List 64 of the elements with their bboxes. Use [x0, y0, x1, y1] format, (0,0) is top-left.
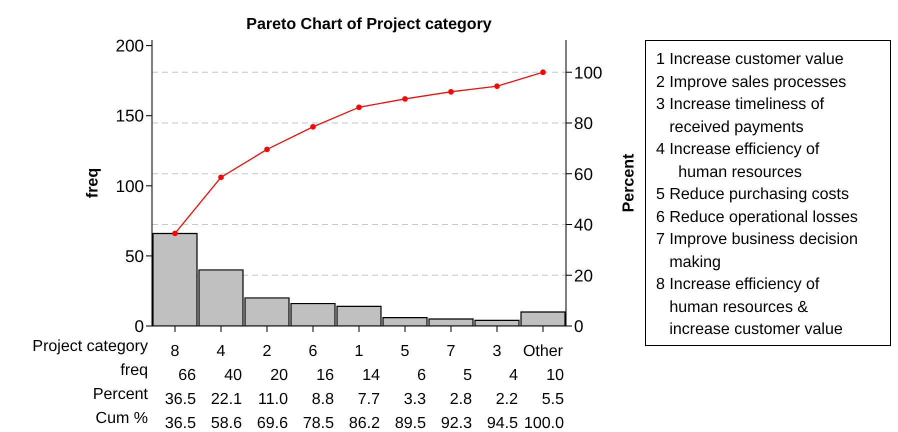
data-label: 14	[362, 367, 380, 384]
point	[402, 96, 408, 102]
point	[494, 83, 500, 89]
text: 8.8	[312, 391, 334, 408]
chart-title: Pareto Chart of Project category	[245, 16, 493, 34]
x-tick-label: 3	[492, 343, 502, 360]
data-label: 36.5	[164, 415, 196, 432]
point	[172, 230, 178, 236]
data-label: 58.6	[210, 415, 242, 432]
x-tick-label: 8	[170, 343, 180, 360]
x-tick-label: Other	[522, 343, 564, 360]
x-tick-label: 4	[216, 343, 226, 360]
y2-axis-title: Percent	[620, 152, 638, 212]
text: 11.0	[258, 391, 288, 408]
text: 2.8	[450, 391, 472, 408]
point	[218, 174, 224, 180]
x-tick-label: 5	[400, 343, 410, 360]
y-axis-title: freq	[84, 168, 102, 198]
text: 22.1	[210, 391, 242, 408]
point	[356, 104, 362, 110]
data-label: 89.5	[394, 415, 426, 432]
data-label: 78.5	[302, 415, 334, 432]
data-label: 16	[316, 367, 334, 384]
y2-tick-label: 100	[574, 63, 602, 82]
data-label: 100.0	[524, 415, 564, 432]
x-tick-label: 2	[262, 343, 272, 360]
data-label: 40	[224, 367, 242, 384]
point	[540, 69, 546, 76]
y-tick-label: 0	[134, 317, 144, 336]
text: Percent	[92, 386, 148, 404]
text: 2.2	[496, 391, 518, 408]
text: 36.5	[164, 391, 196, 408]
text: freq	[120, 362, 148, 380]
x-axis-title: Project category	[32, 338, 148, 356]
text: 3.3	[404, 391, 426, 408]
data-label: 86.2	[348, 415, 380, 432]
x-tick-label: 1	[354, 343, 364, 360]
text: 7.7	[358, 391, 380, 408]
data-label: 10	[546, 367, 564, 384]
text: 5.5	[542, 391, 564, 408]
data-label: 4	[509, 367, 518, 384]
y-tick-label: 150	[116, 106, 144, 126]
data-label: 66	[178, 367, 196, 384]
y2-tick-label: 60	[574, 164, 593, 184]
x-tick-label: 7	[446, 343, 456, 360]
y-tick-label: 50	[125, 246, 144, 266]
point	[448, 88, 454, 95]
data-label: 20	[270, 367, 288, 384]
y-tick-label: 200	[116, 36, 144, 56]
y2-tick-label: 40	[574, 216, 593, 235]
data-label: 92.3	[440, 415, 472, 432]
data-label: 5	[463, 367, 472, 384]
y-tick-label: 100	[116, 176, 144, 196]
data-label: 6	[417, 367, 426, 384]
point	[310, 124, 316, 130]
data-label: 69.6	[256, 415, 288, 432]
x-tick-label: 6	[308, 343, 318, 360]
text: Cum %	[96, 410, 148, 428]
point	[264, 146, 270, 152]
y2-tick-label: 0	[574, 317, 584, 336]
y2-tick-label: 20	[574, 266, 593, 286]
y2-tick-label: 80	[574, 114, 593, 134]
text: 1 Increase customer value 2 Improve sales processes 3 Increase timeliness of received payments 4 Increase efficiency of human resources 5 Reduce purchasing costs 6 Reduce operational losses 7 Improve business decision making 8 Increase efficiency of human resources & increase customer value	[656, 51, 858, 338]
data-label: 94.5	[486, 415, 518, 432]
